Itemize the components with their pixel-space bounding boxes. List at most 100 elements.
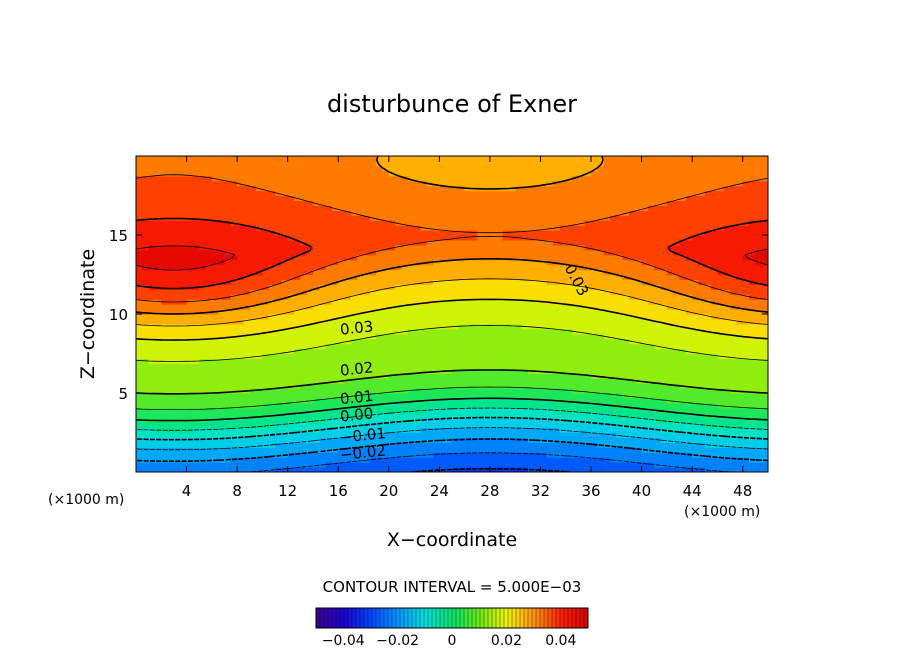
field-cell	[673, 457, 681, 463]
field-cell	[161, 383, 169, 389]
field-cell	[616, 348, 624, 355]
field-cell	[477, 328, 485, 335]
field-cell	[395, 235, 403, 241]
field-cell	[180, 318, 188, 325]
field-cell	[452, 397, 459, 404]
field-cell	[401, 284, 409, 290]
field-cell	[439, 397, 447, 404]
field-cell	[136, 333, 143, 340]
field-cell	[154, 318, 162, 325]
field-cell	[237, 407, 245, 414]
field-cell	[565, 427, 573, 434]
field-cell	[717, 294, 725, 300]
field-cell	[287, 323, 295, 330]
field-cell	[679, 289, 687, 295]
field-cell	[597, 230, 605, 236]
field-cell	[192, 309, 200, 315]
field-cell	[173, 230, 181, 236]
field-cell	[173, 407, 181, 414]
field-cell	[350, 299, 358, 305]
field-cell	[761, 348, 768, 355]
field-cell	[414, 309, 421, 315]
field-cell	[154, 378, 162, 384]
field-cell	[161, 467, 169, 472]
field-cell	[249, 299, 257, 305]
field-cell	[439, 363, 447, 369]
field-cell	[489, 457, 497, 463]
field-cell	[616, 249, 624, 256]
field-cell	[154, 328, 162, 335]
field-cell	[243, 373, 251, 379]
field-cell	[439, 358, 447, 364]
field-cell	[730, 363, 737, 369]
field-cell	[508, 412, 516, 419]
field-cell	[761, 427, 768, 434]
field-cell	[420, 348, 428, 355]
field-cell	[584, 358, 592, 364]
field-cell	[186, 333, 194, 340]
field-cell	[142, 393, 150, 399]
field-cell	[439, 314, 447, 320]
field-cell	[502, 358, 510, 364]
field-cell	[287, 447, 295, 453]
field-cell	[742, 363, 750, 369]
field-cell	[755, 239, 763, 246]
field-cell	[180, 289, 188, 295]
field-cell	[173, 457, 181, 463]
field-cell	[502, 383, 510, 389]
field-cell	[610, 388, 617, 394]
field-cell	[401, 427, 409, 434]
field-cell	[559, 462, 567, 468]
field-cell	[300, 452, 308, 458]
field-cell	[306, 284, 314, 290]
field-cell	[243, 452, 251, 458]
field-cell	[679, 299, 687, 305]
field-cell	[660, 294, 668, 300]
field-cell	[584, 363, 592, 369]
field-cell	[622, 318, 630, 325]
field-cell	[685, 397, 693, 404]
field-cell	[755, 323, 763, 330]
field-cell	[173, 467, 181, 472]
field-cell	[508, 402, 516, 409]
field-cell	[534, 373, 542, 379]
field-cell	[483, 333, 491, 340]
field-cell	[698, 383, 706, 389]
field-cell	[603, 437, 611, 443]
field-cell	[173, 348, 181, 355]
field-cell	[736, 338, 744, 345]
field-cell	[477, 432, 485, 439]
field-cell	[363, 269, 371, 276]
field-cell	[635, 383, 643, 389]
field-cell	[502, 422, 510, 429]
field-cell	[287, 373, 295, 379]
field-cell	[489, 412, 497, 419]
field-cell	[205, 299, 213, 305]
field-cell	[275, 422, 282, 429]
field-cell	[205, 254, 213, 261]
field-cell	[136, 373, 143, 379]
field-cell	[692, 239, 700, 246]
field-cell	[730, 467, 737, 472]
field-cell	[363, 318, 371, 325]
field-cell	[192, 373, 200, 379]
field-cell	[540, 289, 548, 295]
field-cell	[565, 402, 573, 409]
field-cell	[723, 299, 731, 305]
field-cell	[275, 299, 282, 305]
field-cell	[256, 299, 263, 305]
field-cell	[742, 402, 750, 409]
field-cell	[439, 264, 447, 271]
field-cell	[508, 343, 516, 350]
field-cell	[483, 427, 491, 434]
field-cell	[666, 353, 674, 360]
field-cell	[211, 289, 219, 295]
field-cell	[338, 264, 346, 271]
field-cell	[477, 353, 485, 360]
field-cell	[243, 348, 251, 355]
field-cell	[407, 323, 415, 330]
field-cell	[641, 388, 649, 394]
field-cell	[237, 235, 245, 241]
field-cell	[470, 294, 478, 300]
field-cell	[666, 318, 674, 325]
